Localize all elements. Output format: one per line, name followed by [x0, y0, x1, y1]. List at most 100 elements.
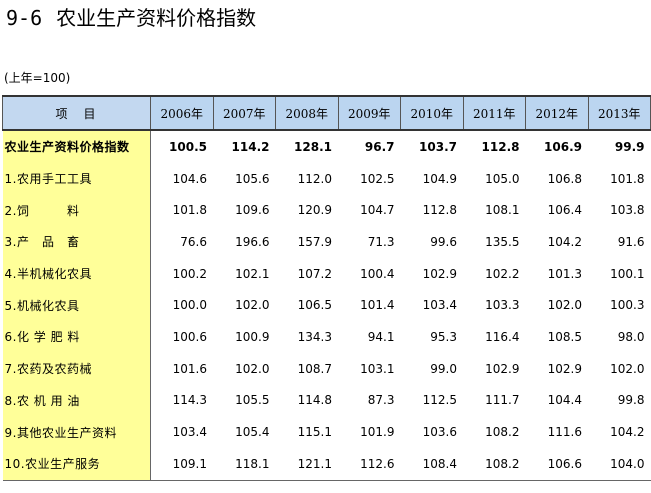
- cell-value: 103.3: [485, 298, 520, 313]
- cell-value: 103.4: [422, 298, 457, 313]
- cell-value: 106.8: [547, 171, 582, 186]
- cell-value: 103.8: [610, 203, 645, 218]
- column-header-year: 2009年: [337, 95, 401, 131]
- cell-value: 112.5: [422, 393, 457, 408]
- row-label: 5.机械化农具: [2, 289, 151, 322]
- cell-value: 109.6: [235, 203, 270, 218]
- table-number: 9-6: [6, 6, 43, 30]
- cell-value: 106.5: [297, 298, 332, 313]
- cell-value: 99.9: [614, 139, 645, 154]
- cell-value: 108.2: [485, 425, 520, 440]
- cell-value: 98.0: [617, 329, 645, 344]
- column-header-item: 项 目: [2, 95, 151, 131]
- cell-value: 100.9: [235, 329, 270, 344]
- row-label: 3.产 品 畜: [2, 226, 151, 258]
- row-label: 6.化 学 肥 料: [2, 321, 151, 353]
- cell-value: 115.1: [297, 425, 332, 440]
- row-label: 1.农用手工工具: [2, 162, 151, 195]
- cell-value: 109.1: [150, 447, 213, 481]
- cell-value: 108.5: [547, 329, 582, 344]
- table-row: 3.产 品 畜 76.6 196.6 157.9 71.3 99.6 135.5 104.2 9…: [2, 226, 651, 258]
- cell-value: 101.8: [172, 203, 207, 218]
- row-label: 7.农药及农药械: [2, 352, 151, 385]
- table-row: 8.农 机 用 油 114.3 105.5 114.8 87.3 112.5 111.7 10…: [2, 384, 651, 417]
- cell-value: 196.6: [235, 234, 270, 249]
- cell-value: 100.5: [169, 139, 207, 154]
- cell-value: 102.2: [485, 266, 520, 281]
- cell-value: 104.2: [610, 425, 645, 440]
- cell-value: 104.2: [547, 234, 582, 249]
- cell-value: 108.2: [463, 447, 526, 481]
- header-row: 项 目 2006年 2007年 2008年 2009年 2010年 2011年 …: [2, 95, 651, 131]
- cell-value: 96.7: [364, 139, 395, 154]
- price-index-table: 项 目 2006年 2007年 2008年 2009年 2010年 2011年 …: [2, 95, 651, 481]
- cell-value: 111.6: [547, 425, 582, 440]
- cell-value: 108.7: [297, 361, 332, 376]
- cell-value: 105.5: [235, 393, 270, 408]
- cell-value: 135.5: [485, 234, 520, 249]
- cell-value: 112.0: [297, 171, 332, 186]
- cell-value: 102.0: [235, 361, 270, 376]
- cell-value: 128.1: [294, 139, 332, 154]
- cell-value: 107.2: [297, 266, 332, 281]
- cell-value: 104.6: [172, 171, 207, 186]
- cell-value: 100.4: [360, 266, 395, 281]
- table-row: 4.半机械化农具 100.2 102.1 107.2 100.4 102.9 102.2 10…: [2, 257, 651, 290]
- cell-value: 105.4: [235, 425, 270, 440]
- column-header-year: 2011年: [462, 95, 526, 131]
- table-row: 5.机械化农具 100.0 102.0 106.5 101.4 103.4 103.3 102…: [2, 289, 651, 322]
- cell-value: 100.3: [610, 298, 645, 313]
- column-header-year: 2012年: [525, 95, 589, 131]
- column-header-year: 2013年: [587, 95, 651, 131]
- cell-value: 71.3: [367, 234, 395, 249]
- cell-value: 106.9: [544, 139, 582, 154]
- cell-value: 103.4: [172, 425, 207, 440]
- cell-value: 100.6: [172, 329, 207, 344]
- cell-value: 101.8: [610, 171, 645, 186]
- table-title: 农业生产资料价格指数: [56, 6, 257, 30]
- cell-value: 102.0: [610, 361, 645, 376]
- cell-value: 120.9: [297, 203, 332, 218]
- cell-value: 108.4: [400, 447, 463, 481]
- row-label: 农业生产资料价格指数: [2, 130, 151, 163]
- row-label: 2.饲 料: [2, 194, 151, 227]
- table-row: 7.农药及农药械 101.6 102.0 108.7 103.1 99.0 102.9 102…: [2, 352, 651, 385]
- column-header-year: 2007年: [212, 95, 276, 131]
- cell-value: 94.1: [367, 329, 395, 344]
- cell-value: 116.4: [485, 329, 520, 344]
- cell-value: 111.7: [485, 393, 520, 408]
- cell-value: 112.8: [481, 139, 520, 154]
- cell-value: 134.3: [297, 329, 332, 344]
- table-body: 农业生产资料价格指数 100.5 114.2 128.1 96.7 103.7 112.8 1…: [2, 130, 651, 481]
- table-row: 10.农业生产服务 109.1 118.1 121.1 112.6 108.4 108.2 1…: [2, 447, 651, 481]
- cell-value: 101.6: [172, 361, 207, 376]
- table-row: 1.农用手工工具 104.6 105.6 112.0 102.5 104.9 105.0 10…: [2, 162, 651, 195]
- cell-value: 103.1: [360, 361, 395, 376]
- cell-value: 157.9: [297, 234, 332, 249]
- cell-value: 106.6: [525, 447, 588, 481]
- cell-value: 112.6: [338, 447, 401, 481]
- cell-value: 104.0: [588, 447, 651, 481]
- row-label: 9.其他农业生产资料: [2, 416, 151, 448]
- table-row: 2.饲 料 101.8 109.6 120.9 104.7 112.8 108.1 106.4…: [2, 194, 651, 227]
- row-label: 10.农业生产服务: [2, 447, 151, 481]
- row-label: 4.半机械化农具: [2, 257, 151, 290]
- table-row-total: 农业生产资料价格指数 100.5 114.2 128.1 96.7 103.7 112.8 1…: [2, 130, 651, 163]
- cell-value: 114.8: [297, 393, 332, 408]
- cell-value: 101.4: [360, 298, 395, 313]
- cell-value: 105.0: [485, 171, 520, 186]
- cell-value: 101.3: [547, 266, 582, 281]
- row-label: 8.农 机 用 油: [2, 384, 151, 417]
- cell-value: 102.9: [485, 361, 520, 376]
- cell-value: 103.7: [419, 139, 457, 154]
- table-row: 9.其他农业生产资料 103.4 105.4 115.1 101.9 103.6 108.2…: [2, 416, 651, 448]
- cell-value: 99.6: [430, 234, 457, 249]
- cell-value: 104.7: [360, 203, 395, 218]
- page-title: 9-6 农业生产资料价格指数: [6, 4, 256, 32]
- cell-value: 104.9: [422, 171, 457, 186]
- cell-value: 100.0: [172, 298, 207, 313]
- cell-value: 102.9: [547, 361, 582, 376]
- cell-value: 100.1: [610, 266, 645, 281]
- cell-value: 108.1: [485, 203, 520, 218]
- cell-value: 100.2: [172, 266, 207, 281]
